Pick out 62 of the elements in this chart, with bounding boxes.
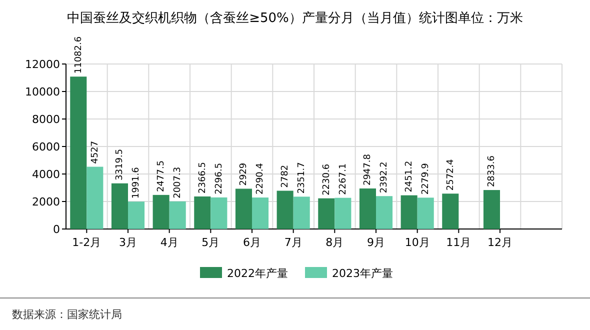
x-tick-label: 3月 [119, 236, 137, 249]
x-tick-label: 10月 [404, 236, 430, 249]
data-label: 2572.4 [446, 158, 456, 191]
bar [483, 190, 500, 229]
chart-title: 中国蚕丝及交织机织物（含蚕丝≥50%）产量分月（当月值）统计图单位：万米 [67, 10, 523, 26]
x-tick-label: 5月 [202, 236, 220, 249]
bar [376, 196, 393, 229]
data-label: 3319.5 [115, 148, 126, 180]
bar [128, 202, 145, 229]
bar [252, 198, 269, 229]
bar [210, 197, 228, 229]
data-label: 2296.5 [214, 162, 224, 194]
x-tick-label: 11月 [446, 236, 472, 249]
data-label: 2267.1 [338, 163, 348, 195]
bar [111, 183, 128, 229]
data-label: 2392.2 [380, 162, 390, 194]
data-label: 2351.7 [297, 162, 308, 194]
bar [169, 201, 186, 229]
bar [359, 188, 376, 229]
y-tick-label: 2000 [32, 196, 60, 208]
data-label: 11082.6 [74, 36, 84, 74]
data-label: 2230.6 [322, 164, 332, 196]
data-label: 2451.2 [404, 160, 415, 192]
source-note: 数据来源：国家统计局 [12, 308, 122, 321]
bar [86, 166, 104, 229]
data-label: 2929 [239, 162, 250, 186]
y-tick-label: 6000 [32, 140, 60, 154]
x-tick-label: 7月 [284, 236, 302, 249]
bar [417, 198, 434, 229]
bar [334, 198, 352, 229]
data-label: 2007.3 [173, 166, 184, 198]
bar [293, 196, 310, 229]
y-tick-label: 12000 [25, 58, 60, 71]
bar [318, 198, 335, 229]
x-tick-label: 12月 [488, 236, 512, 249]
x-tick-label: 4月 [160, 236, 178, 249]
x-tick-label: 1-2月 [72, 236, 102, 249]
x-tick-label: 9月 [367, 236, 385, 249]
legend-label: 2023年产量 [332, 267, 393, 280]
bar [70, 76, 87, 229]
data-label: 2290.4 [256, 162, 266, 195]
bar [194, 196, 211, 229]
data-label: 2782 [280, 164, 291, 188]
y-tick-label: 8000 [32, 113, 60, 126]
data-label: 1991.6 [132, 166, 142, 199]
legend-label: 2022年产量 [227, 267, 288, 280]
bar [276, 190, 294, 229]
x-tick-label: 8月 [326, 236, 344, 249]
bar [152, 194, 170, 229]
y-tick-label: 0 [53, 223, 60, 236]
data-label: 2366.5 [198, 162, 208, 194]
data-label: 4527 [90, 140, 100, 164]
bar [442, 194, 459, 229]
data-label: 2477.5 [156, 160, 167, 192]
bar [400, 195, 418, 229]
y-tick-label: 4000 [32, 168, 60, 181]
data-label: 2947.8 [363, 154, 374, 186]
data-label: 2279.9 [421, 162, 432, 195]
data-label: 2833.6 [487, 155, 498, 188]
y-tick-label: 10000 [25, 86, 60, 98]
bar [235, 188, 252, 229]
x-tick-label: 6月 [243, 236, 261, 249]
